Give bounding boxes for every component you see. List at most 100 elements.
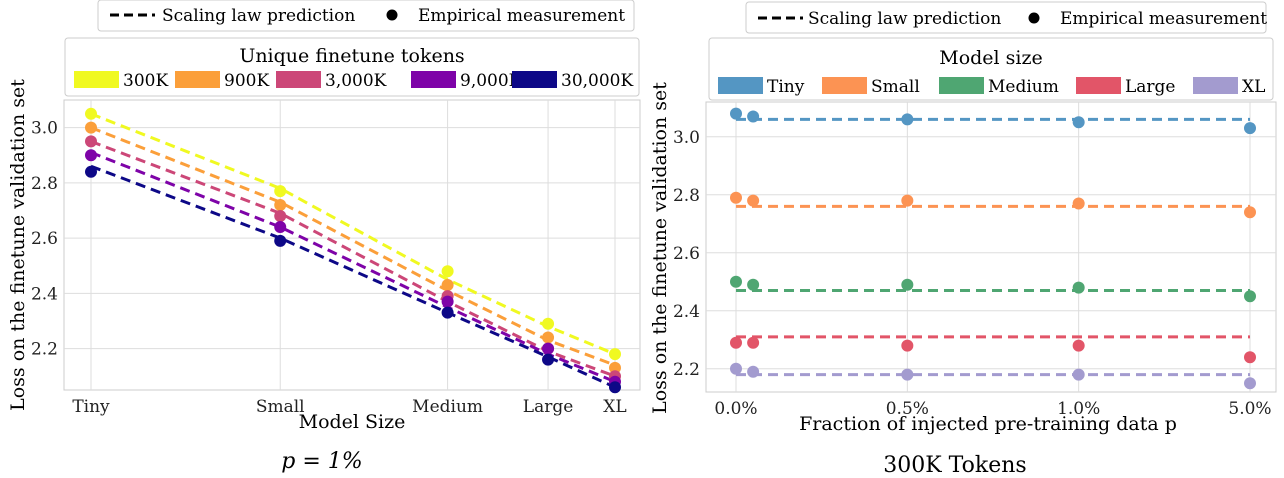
y-tick-label: 2.4 (673, 302, 700, 322)
y-axis-label: Loss on the finetune validation set (649, 82, 671, 414)
empirical-point (609, 348, 621, 361)
empirical-point (85, 121, 97, 134)
empirical-point (1244, 122, 1256, 135)
y-axis-label: Loss on the finetune validation set (7, 79, 29, 411)
empirical-point (441, 265, 454, 278)
legend-label: 3,000K (325, 71, 387, 91)
y-tick-label: 3.0 (673, 128, 700, 148)
empirical-point (274, 221, 287, 234)
y-tick-labels: 2.2 2.4 2.6 2.8 3.0 (673, 128, 700, 380)
right-chart: Scaling law prediction Empirical measure… (649, 1, 1277, 478)
legend-swatch (74, 71, 119, 88)
empirical-point (1072, 197, 1085, 210)
empirical-point (542, 342, 555, 355)
x-tick-label: Tiny (72, 397, 110, 417)
x-tick-labels: 0.0% 0.5% 1.0% 5.0% (714, 399, 1271, 419)
empirical-point (901, 339, 914, 352)
x-tick-label: 5.0% (1228, 399, 1271, 419)
y-tick-label: 2.6 (31, 229, 58, 249)
prediction-legend-label: Scaling law prediction (162, 6, 355, 26)
empirical-point (1072, 281, 1085, 294)
empirical-point (730, 191, 742, 204)
style-legend-frame (745, 1, 1267, 34)
x-axis-label: Model Size (299, 411, 406, 433)
legend-swatch (939, 77, 984, 94)
legend-label: XL (1242, 77, 1265, 97)
empirical-point (901, 368, 914, 381)
empirical-point (1244, 351, 1256, 364)
empirical-point (747, 336, 760, 349)
empirical-point (1072, 116, 1085, 129)
grid (706, 102, 1276, 392)
plot-area (705, 101, 1277, 393)
empirical-point (901, 194, 914, 207)
empirical-point (542, 331, 555, 344)
empirical-point (609, 361, 621, 374)
legend-label: Small (871, 77, 920, 97)
empirical-point (274, 210, 287, 222)
empirical-point (747, 365, 760, 378)
x-tick-label: 0.0% (714, 399, 757, 419)
legend-label: Medium (988, 77, 1059, 97)
legend-label: 9,000K (460, 71, 522, 91)
legend-label: Tiny (767, 77, 805, 97)
legend-swatch (512, 71, 557, 88)
empirical-point (441, 306, 454, 319)
empirical-points (85, 107, 621, 394)
series-legend: 300K 900K 3,000K 9,000K 30,000K (74, 71, 633, 91)
x-axis-label: Fraction of injected pre-training data p (799, 413, 1177, 435)
panel-caption: 300K Tokens (883, 453, 1026, 478)
empirical-point (85, 135, 97, 148)
dot-legend-marker (1028, 12, 1040, 24)
y-tick-label: 2.2 (31, 340, 58, 360)
legend-swatch (718, 77, 763, 94)
empirical-point (1072, 339, 1085, 352)
empirical-point (542, 317, 555, 330)
legend-swatch (1076, 77, 1121, 94)
prediction-lines (736, 117, 1250, 377)
legend-label: 300K (123, 71, 168, 91)
empirical-point (747, 110, 760, 123)
y-tick-label: 2.6 (673, 244, 700, 264)
legend-label: 900K (224, 71, 269, 91)
legend-label: 30,000K (561, 71, 633, 91)
empirical-point (901, 113, 914, 126)
x-tick-label: Large (523, 397, 574, 417)
empirical-point (730, 107, 742, 120)
empirical-point (730, 275, 742, 288)
y-tick-label: 2.4 (31, 284, 58, 304)
empirical-point (1244, 290, 1256, 303)
y-tick-label: 3.0 (31, 119, 58, 139)
dot-legend-marker (386, 9, 398, 21)
legend-swatch (276, 71, 321, 88)
empirical-point (747, 194, 760, 207)
empirical-legend-label: Empirical measurement (1060, 9, 1267, 29)
y-tick-label: 2.2 (673, 360, 700, 380)
empirical-point (1244, 377, 1256, 390)
legend-swatch (822, 77, 867, 94)
empirical-point (730, 336, 742, 349)
series-legend: Tiny Small Medium Large XL (718, 77, 1265, 97)
series-legend-title: Unique finetune tokens (239, 45, 464, 67)
panel-caption: p = 1% (281, 449, 362, 474)
empirical-point (274, 234, 287, 247)
legend-label: Large (1125, 77, 1176, 97)
empirical-point (441, 295, 454, 308)
empirical-point (85, 165, 97, 178)
empirical-point (542, 353, 555, 366)
empirical-point (274, 185, 287, 198)
empirical-point (901, 278, 914, 291)
legend-swatch (1193, 77, 1238, 94)
prediction-legend-label: Scaling law prediction (808, 9, 1001, 29)
empirical-point (730, 362, 742, 375)
x-tick-label: 1.0% (1057, 399, 1100, 419)
x-tick-labels: Tiny Small Medium Large XL (72, 397, 626, 417)
empirical-point (609, 381, 621, 394)
series-legend-title: Model size (939, 47, 1043, 69)
y-tick-labels: 2.2 2.4 2.6 2.8 3.0 (31, 119, 58, 360)
empirical-point (1244, 206, 1256, 219)
empirical-point (1072, 368, 1085, 381)
x-tick-label: XL (603, 397, 626, 417)
style-legend-frame (97, 0, 635, 32)
